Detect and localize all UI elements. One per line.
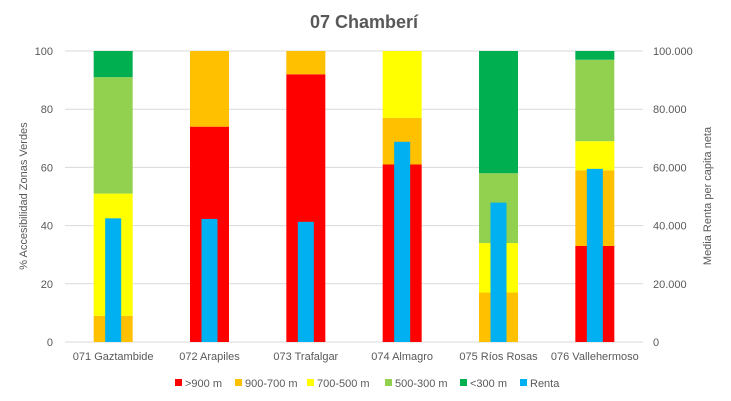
- legend-label: >900 m: [185, 378, 222, 390]
- legend-swatch: [307, 379, 314, 386]
- legend: >900 m 900-700 m 700-500 m 500-300 m <300 m R…: [175, 378, 560, 390]
- category-label: 071 Gaztambide: [73, 351, 154, 363]
- legend-swatch: [235, 379, 242, 386]
- gridlines: [65, 50, 643, 343]
- left-tick-label: 20: [41, 279, 53, 291]
- renta-bar: [586, 168, 603, 342]
- right-tick-label: 80.000: [653, 104, 687, 116]
- legend-item: 500-300 m: [385, 378, 448, 390]
- bars: [93, 51, 615, 342]
- legend-label: 900-700 m: [245, 378, 298, 390]
- legend-label: <300 m: [470, 378, 507, 390]
- category-label: 076 Vallehermoso: [551, 351, 639, 363]
- chart-title: 07 Chamberí: [310, 12, 419, 32]
- left-tick-label: 0: [47, 337, 53, 349]
- legend-item: 700-500 m: [307, 378, 370, 390]
- legend-swatch: [385, 379, 392, 386]
- right-tick-label: 100.000: [653, 46, 693, 58]
- left-tick-label: 100: [35, 46, 53, 58]
- renta-bar: [394, 141, 411, 342]
- right-axis-label: Media Renta per capita neta: [702, 126, 714, 265]
- legend-label: 700-500 m: [317, 378, 370, 390]
- category-label: 075 Ríos Rosas: [459, 351, 538, 363]
- legend-item: 900-700 m: [235, 378, 298, 390]
- left-tick-label: 80: [41, 104, 53, 116]
- right-tick-label: 20.000: [653, 279, 687, 291]
- renta-bar: [105, 218, 122, 342]
- legend-item: Renta: [520, 378, 560, 390]
- category-label: 073 Trafalgar: [273, 351, 338, 363]
- left-axis-label: % Accesibilidad Zonas Verdes: [18, 122, 30, 270]
- legend-label: 500-300 m: [395, 378, 448, 390]
- bar-segment: [382, 51, 422, 118]
- bar-segment: [575, 51, 615, 60]
- bar-segment: [479, 51, 518, 174]
- legend-swatch: [520, 379, 527, 386]
- category-labels: 071 Gaztambide 072 Arapiles 073 Trafalgar 0…: [73, 351, 639, 363]
- renta-bar: [490, 202, 507, 342]
- right-tick-label: 0: [653, 337, 659, 349]
- bar-segment: [286, 51, 326, 75]
- legend-item: <300 m: [460, 378, 507, 390]
- legend-item: >900 m: [175, 378, 222, 390]
- renta-bar: [201, 218, 218, 342]
- category-label: 074 Almagro: [371, 351, 433, 363]
- legend-swatch: [175, 379, 182, 386]
- bar-segment: [93, 51, 133, 78]
- bar-segment: [575, 59, 615, 142]
- renta-bar: [297, 221, 314, 342]
- left-axis-ticks: 0 20 40 60 80 100: [35, 46, 53, 349]
- right-tick-label: 40.000: [653, 221, 687, 233]
- renta-bars: [105, 141, 603, 342]
- bar-segment: [93, 77, 133, 194]
- category-label: 072 Arapiles: [179, 351, 240, 363]
- right-axis-ticks: 0 20.000 40.000 60.000 80.000 100.000: [653, 46, 693, 349]
- left-tick-label: 40: [41, 221, 53, 233]
- right-tick-label: 60.000: [653, 162, 687, 174]
- legend-label: Renta: [530, 378, 560, 390]
- legend-swatch: [460, 379, 467, 386]
- bar-segment: [575, 141, 615, 171]
- bar-segment: [190, 51, 229, 127]
- left-tick-label: 60: [41, 162, 53, 174]
